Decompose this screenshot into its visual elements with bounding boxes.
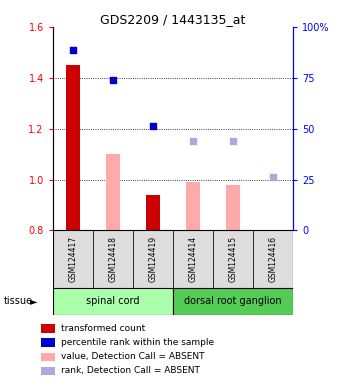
Text: GSM124415: GSM124415 — [229, 236, 238, 282]
Text: tissue: tissue — [3, 296, 32, 306]
Title: GDS2209 / 1443135_at: GDS2209 / 1443135_at — [100, 13, 246, 26]
Bar — [186, 182, 200, 230]
Bar — [93, 230, 133, 288]
Bar — [173, 230, 213, 288]
Text: GSM124416: GSM124416 — [269, 236, 278, 282]
Bar — [146, 195, 160, 230]
Text: dorsal root ganglion: dorsal root ganglion — [184, 296, 282, 306]
Point — [270, 174, 276, 180]
Text: value, Detection Call = ABSENT: value, Detection Call = ABSENT — [61, 352, 205, 361]
Text: transformed count: transformed count — [61, 324, 146, 333]
Text: percentile rank within the sample: percentile rank within the sample — [61, 338, 214, 347]
Text: GSM124418: GSM124418 — [108, 236, 117, 282]
Point — [70, 47, 76, 53]
Bar — [53, 288, 173, 315]
Text: ►: ► — [30, 296, 38, 306]
Text: rank, Detection Call = ABSENT: rank, Detection Call = ABSENT — [61, 366, 200, 376]
Point — [190, 138, 196, 144]
Point — [150, 123, 156, 129]
Bar — [213, 230, 253, 288]
Text: spinal cord: spinal cord — [86, 296, 140, 306]
Bar — [106, 154, 120, 230]
Bar — [226, 185, 240, 230]
Bar — [133, 230, 173, 288]
Text: GSM124417: GSM124417 — [69, 236, 77, 282]
Point — [231, 138, 236, 144]
Bar — [53, 230, 93, 288]
Text: GSM124414: GSM124414 — [189, 236, 197, 282]
Bar — [253, 230, 293, 288]
Bar — [173, 288, 293, 315]
Point — [110, 77, 116, 83]
Text: GSM124419: GSM124419 — [149, 236, 158, 282]
Bar — [66, 65, 80, 230]
